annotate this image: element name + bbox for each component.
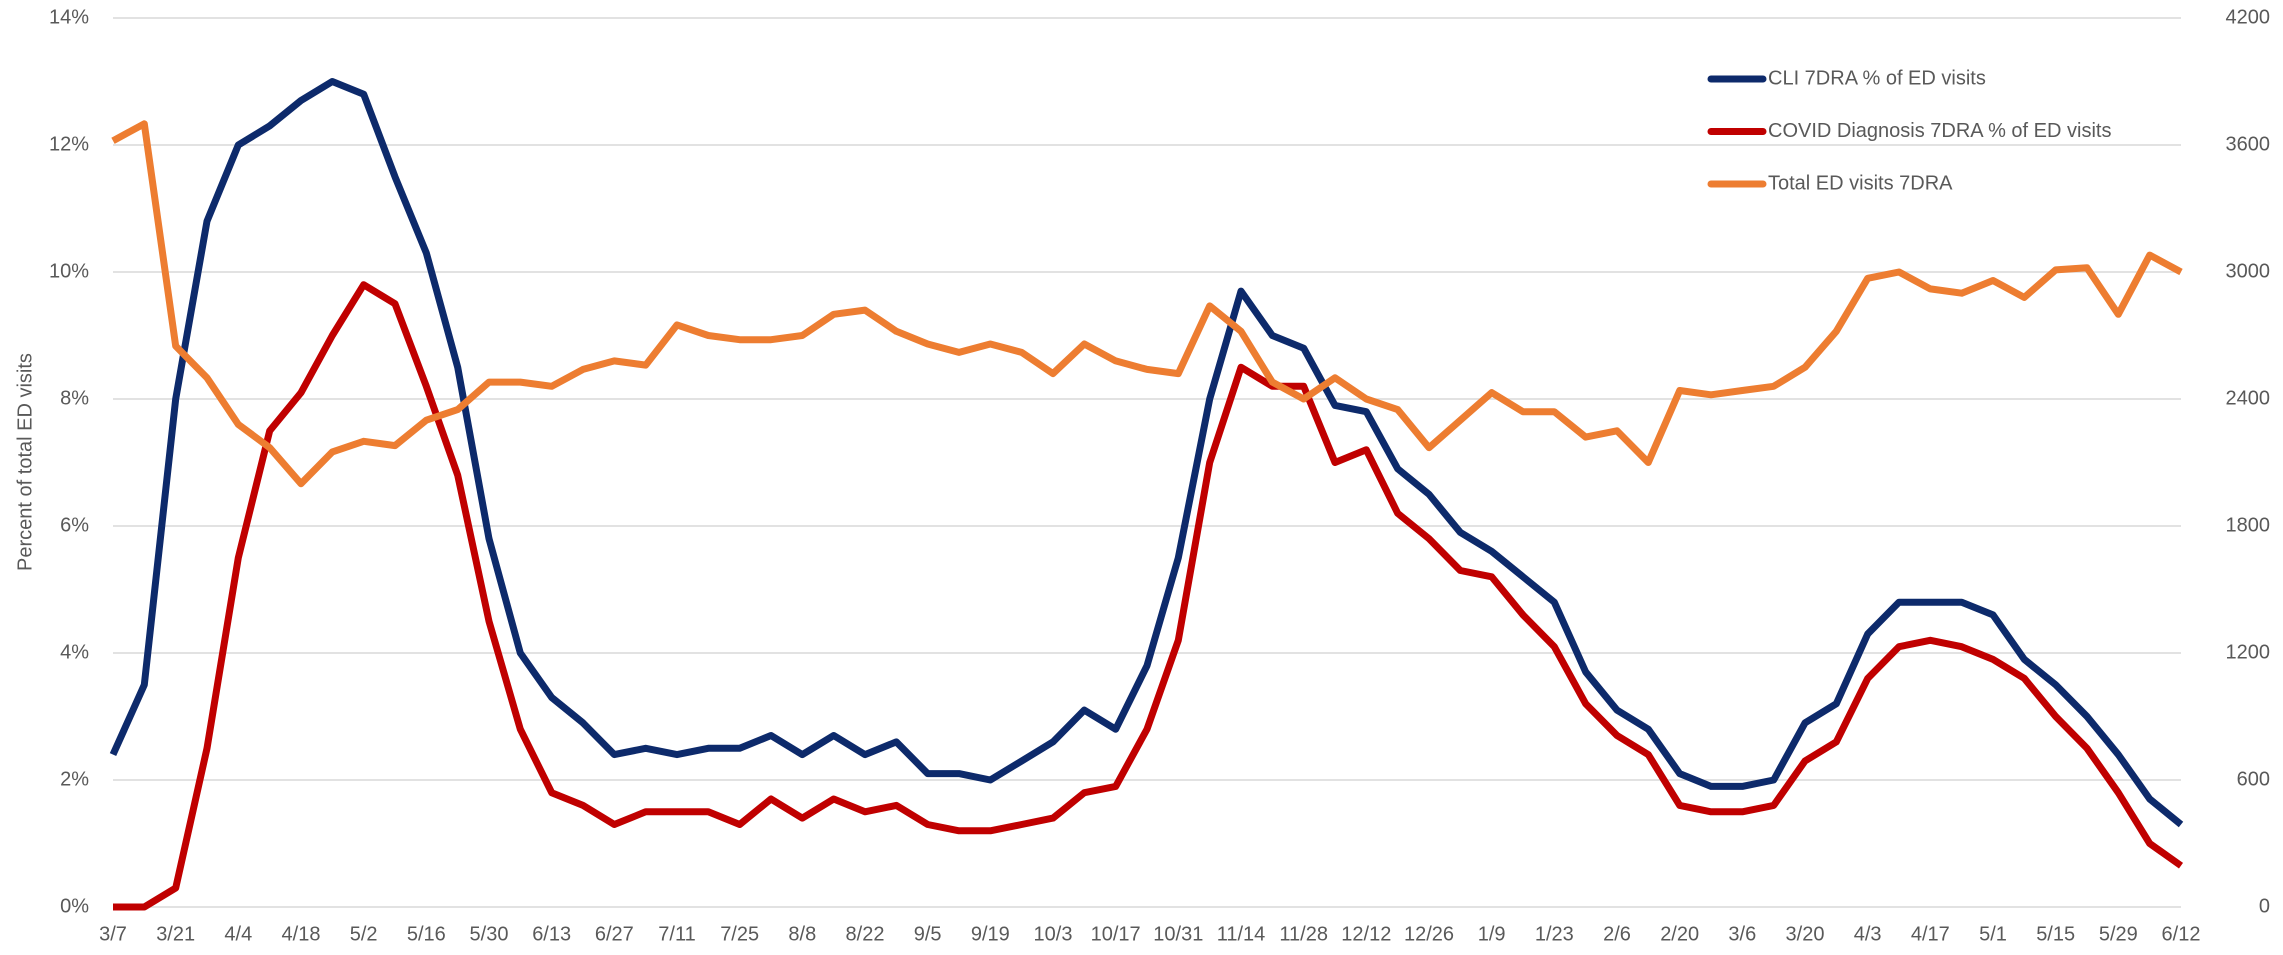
x-tick-label: 5/15 xyxy=(2036,923,2075,945)
x-tick-label: 12/12 xyxy=(1341,923,1391,945)
x-tick-label: 7/11 xyxy=(658,923,695,945)
y2-tick-label: 4200 xyxy=(2226,6,2271,28)
x-tick-label: 1/23 xyxy=(1535,923,1574,945)
x-tick-label: 4/3 xyxy=(1854,923,1882,945)
y2-tick-label: 3000 xyxy=(2226,260,2271,282)
y-tick-label: 0% xyxy=(60,895,89,917)
x-tick-label: 4/4 xyxy=(224,923,252,945)
y-axis-label: Percent of total ED visits xyxy=(14,353,36,571)
legend-label: Total ED visits 7DRA xyxy=(1768,172,1953,194)
x-tick-label: 3/21 xyxy=(156,923,195,945)
x-tick-label: 9/19 xyxy=(971,923,1010,945)
x-tick-label: 1/9 xyxy=(1478,923,1506,945)
x-tick-label: 5/2 xyxy=(350,923,378,945)
x-tick-label: 10/31 xyxy=(1153,923,1203,945)
x-tick-label: 4/17 xyxy=(1911,923,1950,945)
x-tick-label: 11/14 xyxy=(1217,923,1266,945)
x-tick-label: 8/22 xyxy=(846,923,885,945)
x-tick-label: 3/20 xyxy=(1786,923,1825,945)
x-tick-label: 6/12 xyxy=(2162,923,2201,945)
y-tick-label: 6% xyxy=(60,514,89,536)
y-tick-label: 14% xyxy=(49,6,89,28)
y2-tick-label: 1200 xyxy=(2226,641,2271,663)
x-tick-label: 7/25 xyxy=(720,923,759,945)
y2-tick-label: 600 xyxy=(2237,768,2270,790)
x-tick-label: 8/8 xyxy=(788,923,816,945)
y-tick-label: 10% xyxy=(49,260,89,282)
x-tick-label: 12/26 xyxy=(1404,923,1454,945)
y-tick-label: 4% xyxy=(60,641,89,663)
x-tick-label: 3/6 xyxy=(1728,923,1756,945)
series-line xyxy=(111,120,2183,488)
x-tick-label: 5/29 xyxy=(2099,923,2138,945)
x-tick-label: 11/28 xyxy=(1279,923,1328,945)
legend-label: COVID Diagnosis 7DRA % of ED visits xyxy=(1768,120,2111,142)
legend-label: CLI 7DRA % of ED visits xyxy=(1768,67,1986,89)
series-line xyxy=(109,78,2184,828)
y2-tick-label: 3600 xyxy=(2226,133,2271,155)
x-tick-label: 5/30 xyxy=(470,923,509,945)
x-tick-label: 5/16 xyxy=(407,923,446,945)
x-tick-label: 6/27 xyxy=(595,923,634,945)
y-tick-label: 8% xyxy=(60,387,89,409)
x-tick-label: 2/20 xyxy=(1660,923,1699,945)
x-tick-label: 4/18 xyxy=(282,923,321,945)
y-tick-label: 12% xyxy=(49,133,89,155)
x-tick-label: 10/3 xyxy=(1034,923,1073,945)
x-tick-label: 6/13 xyxy=(532,923,571,945)
y-tick-label: 2% xyxy=(60,768,89,790)
x-tick-label: 9/5 xyxy=(914,923,942,945)
x-tick-label: 5/1 xyxy=(1979,923,2007,945)
series-line xyxy=(113,281,2184,911)
x-tick-label: 10/17 xyxy=(1091,923,1141,945)
y2-tick-label: 0 xyxy=(2259,895,2270,917)
y2-tick-label: 1800 xyxy=(2226,514,2271,536)
x-tick-label: 2/6 xyxy=(1603,923,1631,945)
y2-tick-label: 2400 xyxy=(2226,387,2271,409)
x-tick-label: 3/7 xyxy=(99,923,127,945)
